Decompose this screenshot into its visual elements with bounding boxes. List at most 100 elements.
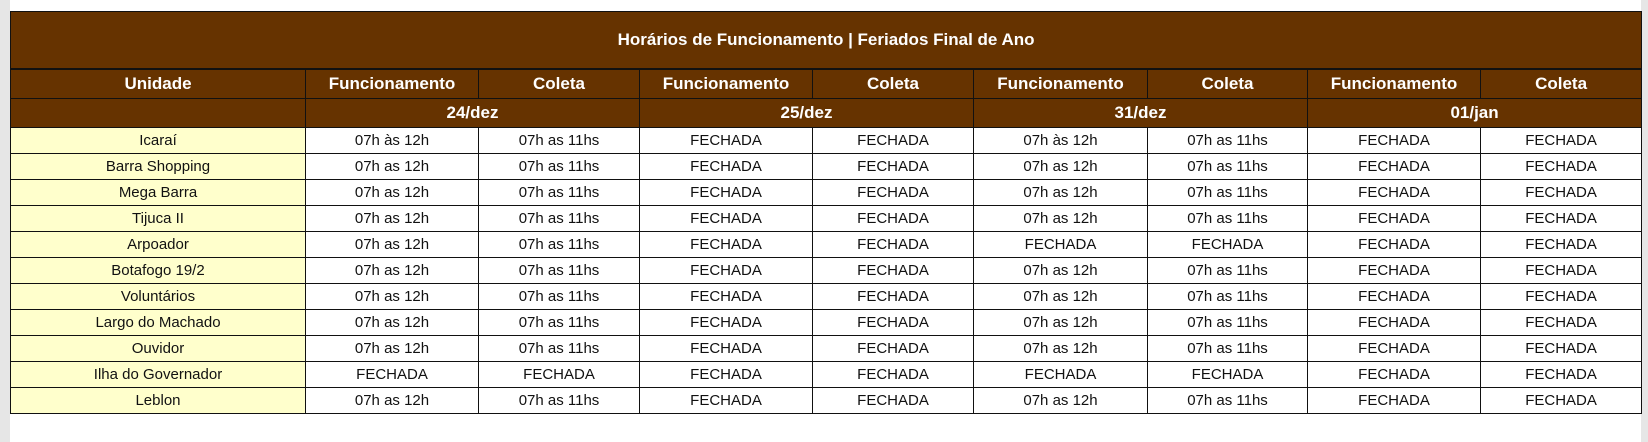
hours-cell: FECHADA xyxy=(639,179,813,206)
collection-cell: 07h as 11hs xyxy=(478,153,640,180)
hours-cell: 07h as 12h xyxy=(305,153,479,180)
table-body: Icaraí 07h às 12h 07h as 11hs FECHADA FECHAD… xyxy=(10,127,1643,414)
collection-cell: FECHADA xyxy=(1147,231,1308,258)
collection-cell: 07h as 11hs xyxy=(478,309,640,336)
holiday-hours-table: Horários de Funcionamento | Feriados Fin… xyxy=(9,11,1643,414)
hours-cell: 07h as 12h xyxy=(973,153,1148,180)
hours-cell: FECHADA xyxy=(1307,179,1481,206)
hours-cell: FECHADA xyxy=(973,231,1148,258)
hours-cell: FECHADA xyxy=(639,361,813,388)
hours-cell: 07h as 12h xyxy=(973,387,1148,414)
header-funcionamento: Funcionamento xyxy=(1307,68,1481,99)
hours-cell: FECHADA xyxy=(1307,231,1481,258)
left-margin xyxy=(0,0,10,442)
collection-cell: 07h as 11hs xyxy=(1147,179,1308,206)
collection-cell: FECHADA xyxy=(812,309,974,336)
collection-cell: 07h as 11hs xyxy=(478,127,640,154)
collection-cell: 07h as 11hs xyxy=(1147,387,1308,414)
unit-name-cell: Botafogo 19/2 xyxy=(10,257,306,284)
collection-cell: FECHADA xyxy=(1479,153,1643,180)
hours-cell: FECHADA xyxy=(1307,153,1481,180)
hours-cell: FECHADA xyxy=(1307,127,1481,154)
collection-cell: FECHADA xyxy=(1479,387,1643,414)
hours-cell: 07h as 12h xyxy=(305,231,479,258)
hours-cell: FECHADA xyxy=(1307,387,1481,414)
date-header: 31/dez xyxy=(973,98,1308,128)
collection-cell: FECHADA xyxy=(1479,231,1643,258)
collection-cell: FECHADA xyxy=(478,361,640,388)
column-header-row: Unidade Funcionamento Coleta Funcionamento C… xyxy=(10,68,1643,99)
hours-cell: FECHADA xyxy=(305,361,479,388)
header-funcionamento: Funcionamento xyxy=(305,68,479,99)
hours-cell: FECHADA xyxy=(973,361,1148,388)
hours-cell: 07h as 12h xyxy=(973,335,1148,362)
unit-name-cell: Leblon xyxy=(10,387,306,414)
hours-cell: FECHADA xyxy=(639,231,813,258)
table-row: Voluntários 07h as 12h 07h as 11hs FECHADA F… xyxy=(10,283,1643,310)
header-coleta: Coleta xyxy=(812,68,974,99)
collection-cell: 07h as 11hs xyxy=(1147,335,1308,362)
hours-cell: FECHADA xyxy=(639,153,813,180)
hours-cell: 07h às 12h xyxy=(305,127,479,154)
collection-cell: FECHADA xyxy=(812,153,974,180)
unit-name-cell: Voluntários xyxy=(10,283,306,310)
scrollbar-track[interactable] xyxy=(1641,0,1648,442)
collection-cell: FECHADA xyxy=(812,231,974,258)
collection-cell: 07h as 11hs xyxy=(1147,309,1308,336)
collection-cell: FECHADA xyxy=(1479,335,1643,362)
collection-cell: FECHADA xyxy=(1479,127,1643,154)
table-row: Leblon 07h as 12h 07h as 11hs FECHADA FECHAD… xyxy=(10,387,1643,414)
collection-cell: FECHADA xyxy=(1479,309,1643,336)
hours-cell: 07h as 12h xyxy=(305,205,479,232)
collection-cell: 07h as 11hs xyxy=(1147,205,1308,232)
hours-cell: FECHADA xyxy=(639,257,813,284)
hours-cell: 07h as 12h xyxy=(973,179,1148,206)
hours-cell: 07h as 12h xyxy=(305,309,479,336)
collection-cell: FECHADA xyxy=(1479,283,1643,310)
collection-cell: 07h as 11hs xyxy=(478,387,640,414)
header-coleta: Coleta xyxy=(478,68,640,99)
unit-name-cell: Mega Barra xyxy=(10,179,306,206)
collection-cell: FECHADA xyxy=(1479,205,1643,232)
hours-cell: FECHADA xyxy=(639,335,813,362)
table-row: Largo do Machado 07h as 12h 07h as 11hs FEC… xyxy=(10,309,1643,336)
unit-name-cell: Barra Shopping xyxy=(10,153,306,180)
unit-name-cell: Ilha do Governador xyxy=(10,361,306,388)
collection-cell: FECHADA xyxy=(812,205,974,232)
collection-cell: FECHADA xyxy=(812,127,974,154)
table-row: Ilha do Governador FECHADA FECHADA FECHADA F… xyxy=(10,361,1643,388)
hours-cell: 07h as 12h xyxy=(305,387,479,414)
date-header-blank xyxy=(10,98,306,128)
hours-cell: 07h as 12h xyxy=(305,283,479,310)
date-header: 25/dez xyxy=(639,98,974,128)
hours-cell: FECHADA xyxy=(1307,257,1481,284)
unit-name-cell: Ouvidor xyxy=(10,335,306,362)
hours-cell: FECHADA xyxy=(639,205,813,232)
header-coleta: Coleta xyxy=(1479,68,1643,99)
hours-cell: FECHADA xyxy=(1307,335,1481,362)
hours-cell: 07h as 12h xyxy=(305,257,479,284)
collection-cell: FECHADA xyxy=(1479,179,1643,206)
hours-cell: FECHADA xyxy=(1307,361,1481,388)
collection-cell: 07h as 11hs xyxy=(478,283,640,310)
hours-cell: FECHADA xyxy=(639,387,813,414)
hours-cell: FECHADA xyxy=(1307,309,1481,336)
collection-cell: FECHADA xyxy=(812,387,974,414)
collection-cell: 07h as 11hs xyxy=(478,205,640,232)
hours-cell: 07h as 12h xyxy=(973,205,1148,232)
collection-cell: FECHADA xyxy=(812,335,974,362)
table-row: Icaraí 07h às 12h 07h as 11hs FECHADA FECHAD… xyxy=(10,127,1643,154)
unit-name-cell: Largo do Machado xyxy=(10,309,306,336)
collection-cell: 07h as 11hs xyxy=(478,231,640,258)
header-coleta: Coleta xyxy=(1147,68,1308,99)
table-title: Horários de Funcionamento | Feriados Fin… xyxy=(9,11,1643,70)
header-funcionamento: Funcionamento xyxy=(973,68,1148,99)
collection-cell: 07h as 11hs xyxy=(1147,127,1308,154)
hours-cell: FECHADA xyxy=(1307,205,1481,232)
date-header: 01/jan xyxy=(1306,98,1643,128)
hours-cell: 07h as 12h xyxy=(305,179,479,206)
hours-cell: 07h às 12h xyxy=(973,127,1148,154)
collection-cell: 07h as 11hs xyxy=(478,335,640,362)
table-row: Mega Barra 07h as 12h 07h as 11hs FECHADA FE… xyxy=(10,179,1643,206)
hours-cell: FECHADA xyxy=(1307,283,1481,310)
